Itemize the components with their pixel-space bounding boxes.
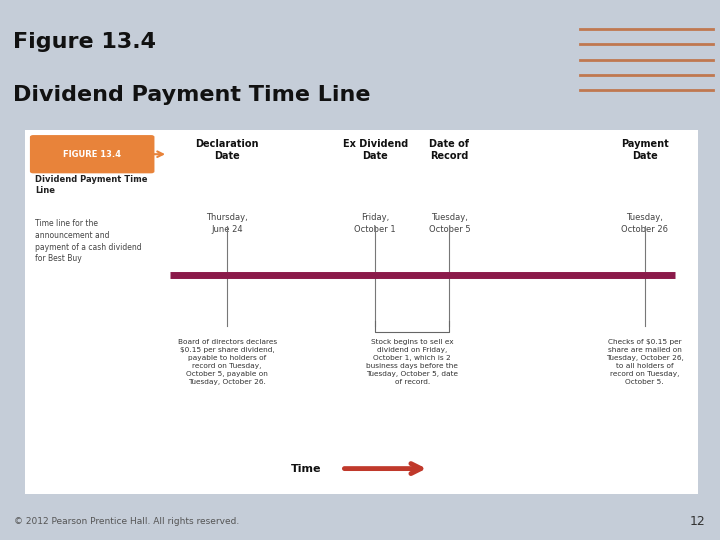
Text: Tuesday,
October 5: Tuesday, October 5: [428, 213, 470, 233]
Text: Ex Dividend
Date: Ex Dividend Date: [343, 139, 408, 161]
Text: Friday,
October 1: Friday, October 1: [354, 213, 396, 233]
Text: Declaration
Date: Declaration Date: [195, 139, 259, 161]
Text: Checks of $0.15 per
share are mailed on
Tuesday, October 26,
to all holders of
r: Checks of $0.15 per share are mailed on …: [606, 339, 683, 385]
Text: Stock begins to sell ex
dividend on Friday,
October 1, which is 2
business days : Stock begins to sell ex dividend on Frid…: [366, 339, 459, 385]
Text: © 2012 Pearson Prentice Hall. All rights reserved.: © 2012 Pearson Prentice Hall. All rights…: [14, 517, 240, 526]
Text: Time: Time: [291, 463, 321, 474]
Text: Tuesday,
October 26: Tuesday, October 26: [621, 213, 668, 233]
Text: 12: 12: [690, 515, 706, 528]
Text: Dividend Payment Time
Line: Dividend Payment Time Line: [35, 175, 148, 195]
Text: FIGURE 13.4: FIGURE 13.4: [63, 150, 121, 159]
FancyBboxPatch shape: [30, 135, 155, 173]
Text: Thursday,
June 24: Thursday, June 24: [207, 213, 248, 233]
Text: Payment
Date: Payment Date: [621, 139, 668, 161]
Text: Date of
Record: Date of Record: [429, 139, 469, 161]
Text: Time line for the
announcement and
payment of a cash dividend
for Best Buy: Time line for the announcement and payme…: [35, 219, 142, 264]
Text: Board of directors declares
$0.15 per share dividend,
payable to holders of
reco: Board of directors declares $0.15 per sh…: [178, 339, 276, 385]
Text: Dividend Payment Time Line: Dividend Payment Time Line: [13, 85, 371, 105]
FancyBboxPatch shape: [19, 127, 705, 497]
Text: Figure 13.4: Figure 13.4: [13, 32, 156, 52]
